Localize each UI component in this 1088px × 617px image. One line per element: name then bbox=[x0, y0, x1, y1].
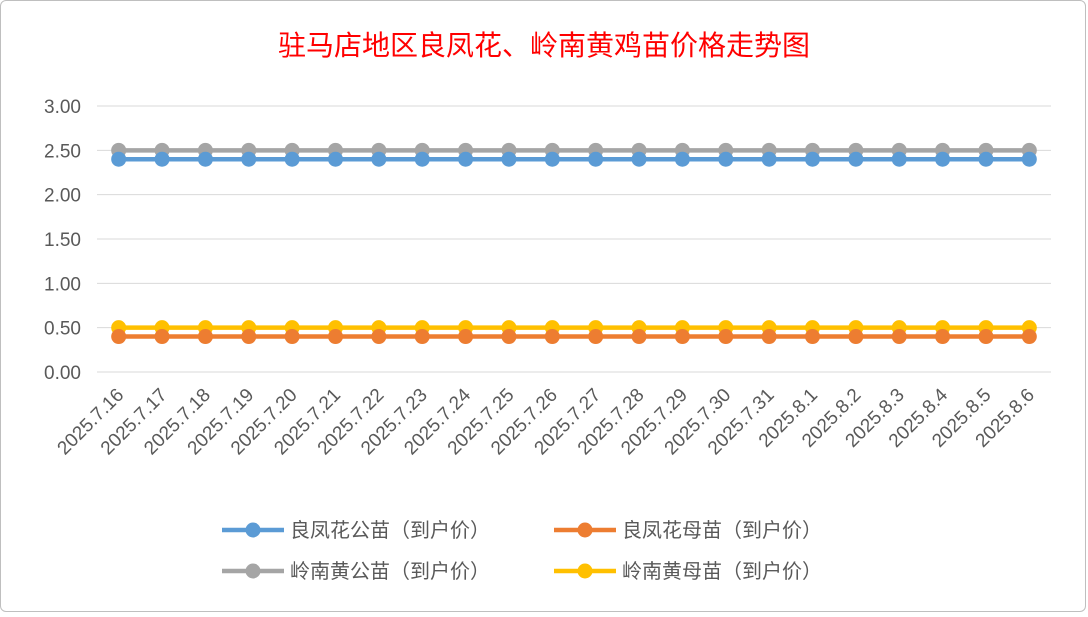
data-point bbox=[544, 151, 560, 167]
legend-swatch-marker bbox=[577, 563, 593, 579]
series-1 bbox=[111, 151, 1037, 167]
y-tick-label: 0.50 bbox=[44, 319, 81, 340]
data-point bbox=[154, 329, 170, 345]
data-point bbox=[891, 151, 907, 167]
data-point bbox=[761, 151, 777, 167]
data-point bbox=[501, 151, 517, 167]
data-point bbox=[718, 151, 734, 167]
y-tick-label: 0.00 bbox=[44, 363, 81, 384]
legend-swatch-marker bbox=[245, 522, 261, 538]
legend-label: 岭南黄公苗（到户价） bbox=[290, 559, 490, 583]
data-point bbox=[805, 329, 820, 345]
y-tick-label: 3.00 bbox=[44, 97, 81, 118]
data-point bbox=[328, 329, 343, 345]
data-point bbox=[544, 329, 560, 345]
data-point bbox=[501, 329, 517, 345]
data-point bbox=[631, 329, 647, 345]
data-point bbox=[1021, 329, 1037, 345]
data-point bbox=[674, 151, 690, 167]
series-group bbox=[111, 142, 1037, 345]
data-point bbox=[1021, 151, 1037, 167]
data-point bbox=[197, 151, 213, 167]
data-point bbox=[414, 329, 430, 345]
data-point bbox=[805, 151, 820, 167]
data-point bbox=[588, 329, 604, 345]
legend-item: 岭南黄公苗（到户价） bbox=[222, 559, 490, 583]
data-point bbox=[674, 329, 690, 345]
data-point bbox=[241, 329, 257, 345]
data-point bbox=[328, 151, 343, 167]
data-point bbox=[588, 151, 604, 167]
y-tick-label: 2.50 bbox=[44, 141, 81, 162]
grid-lines bbox=[97, 105, 1051, 373]
data-point bbox=[761, 329, 777, 345]
data-point bbox=[978, 329, 994, 345]
legend-item: 良凤花母苗（到户价） bbox=[554, 518, 822, 542]
legend-label: 良凤花母苗（到户价） bbox=[622, 518, 822, 542]
legend-swatch-marker bbox=[245, 563, 261, 579]
data-point bbox=[284, 329, 300, 345]
data-point bbox=[371, 329, 387, 345]
data-point bbox=[978, 151, 994, 167]
data-point bbox=[935, 329, 951, 345]
y-tick-label: 2.00 bbox=[44, 186, 81, 207]
legend: 良凤花公苗（到户价） 良凤花母苗（到户价） 岭南黄公苗（到户价） 岭南黄母苗（到户价） bbox=[222, 518, 822, 583]
data-point bbox=[284, 151, 300, 167]
data-point bbox=[458, 151, 474, 167]
data-point bbox=[718, 329, 734, 345]
legend-item: 良凤花公苗（到户价） bbox=[222, 518, 490, 542]
data-point bbox=[935, 151, 951, 167]
data-point bbox=[111, 151, 127, 167]
series-2 bbox=[111, 329, 1037, 345]
legend-item: 岭南黄母苗（到户价） bbox=[554, 559, 822, 583]
x-axis-ticks: 2025.7.162025.7.172025.7.182025.7.192025… bbox=[54, 384, 1039, 459]
legend-label: 岭南黄母苗（到户价） bbox=[622, 559, 822, 583]
y-axis-ticks: 0.00 0.50 1.00 1.50 2.00 2.50 3.00 bbox=[44, 97, 81, 384]
data-point bbox=[371, 151, 387, 167]
data-point bbox=[197, 329, 213, 345]
data-point bbox=[848, 329, 864, 345]
y-tick-label: 1.00 bbox=[44, 274, 81, 295]
y-tick-label: 1.50 bbox=[44, 230, 81, 251]
data-point bbox=[241, 151, 257, 167]
data-point bbox=[111, 329, 127, 345]
data-point bbox=[414, 151, 430, 167]
data-point bbox=[848, 151, 864, 167]
legend-label: 良凤花公苗（到户价） bbox=[290, 518, 490, 542]
data-point bbox=[458, 329, 474, 345]
data-point bbox=[631, 151, 647, 167]
legend-swatch-marker bbox=[577, 522, 593, 538]
chart-title: 驻马店地区良凤花、岭南黄鸡苗价格走势图 bbox=[278, 29, 810, 62]
data-point bbox=[891, 329, 907, 345]
data-point bbox=[154, 151, 170, 167]
